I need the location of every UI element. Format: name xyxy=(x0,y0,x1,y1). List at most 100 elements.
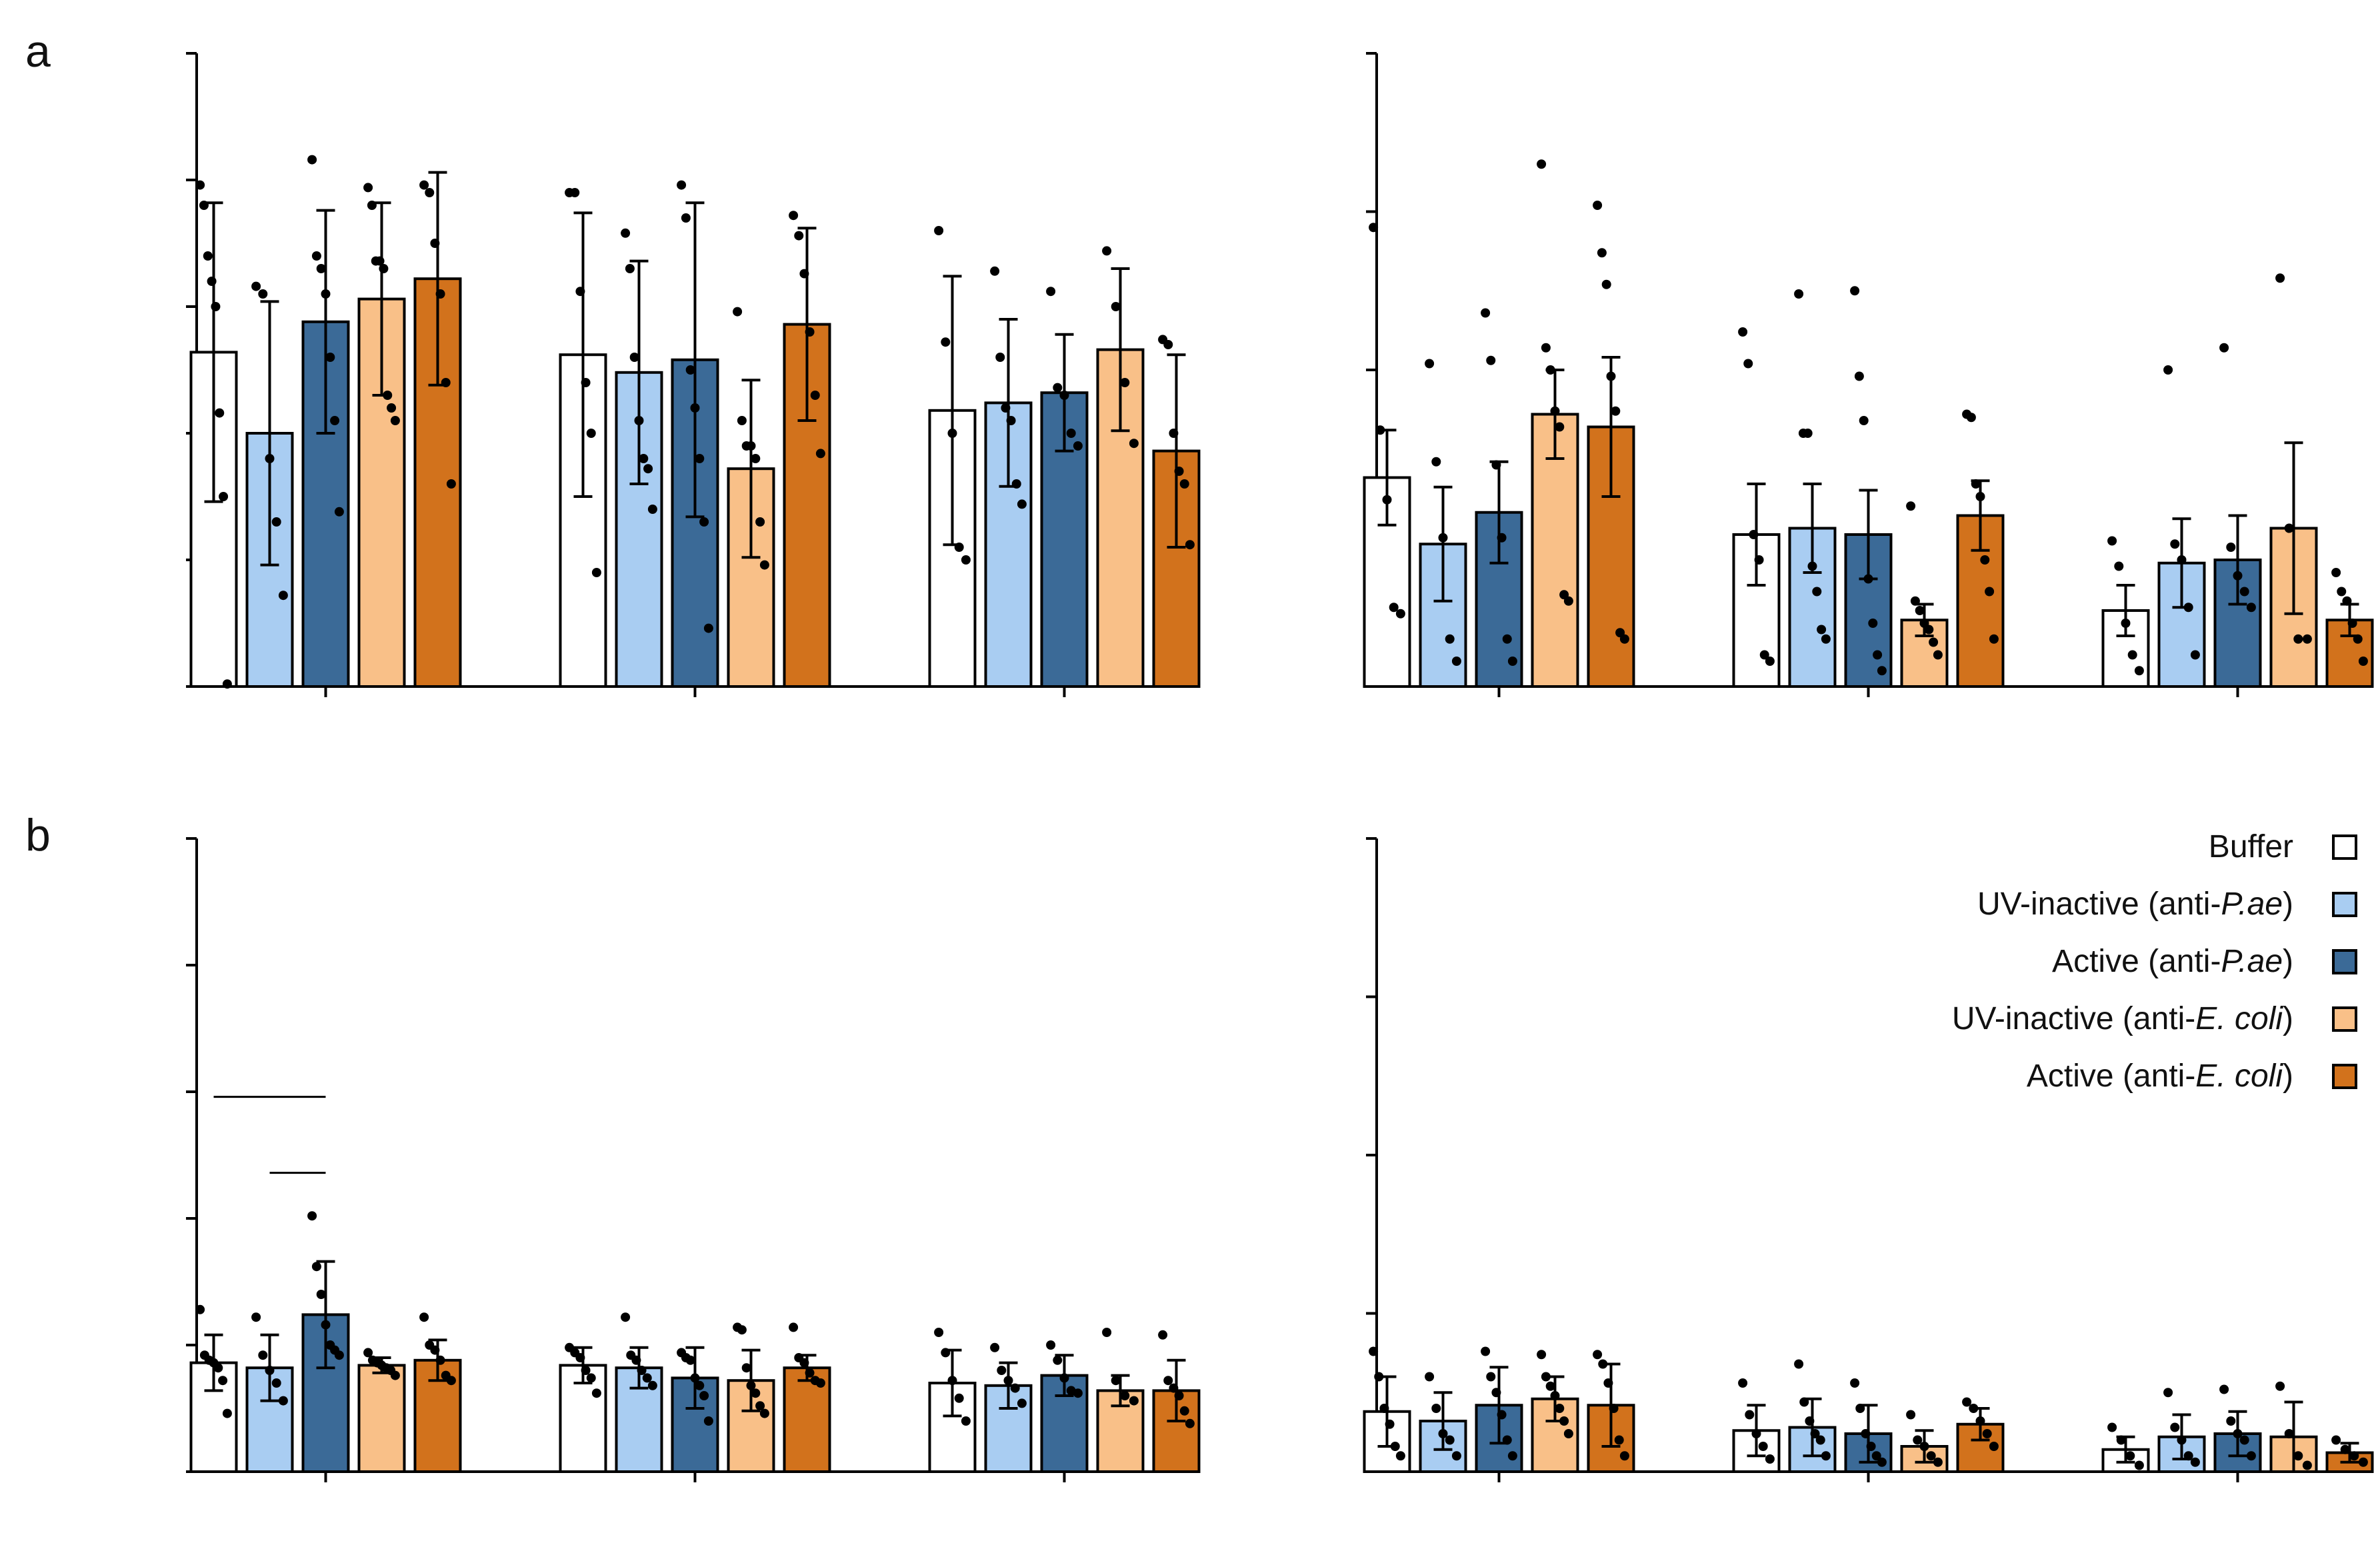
data-point xyxy=(1425,1372,1435,1382)
data-point xyxy=(631,1355,641,1365)
data-point xyxy=(2349,1451,2359,1461)
data-point xyxy=(759,560,769,570)
data-point xyxy=(307,155,317,165)
chart-pmns-cells xyxy=(1363,52,2374,697)
data-point xyxy=(1017,1398,1027,1408)
data-point xyxy=(1491,1388,1501,1398)
data-point xyxy=(1169,429,1179,438)
data-point xyxy=(1962,1397,1972,1407)
data-point xyxy=(222,679,232,689)
data-point xyxy=(699,517,709,527)
data-point xyxy=(2331,1435,2341,1445)
data-point xyxy=(934,1328,944,1337)
data-point xyxy=(1185,1418,1195,1428)
data-point xyxy=(1486,355,1496,365)
data-point xyxy=(1982,1429,1992,1438)
data-point xyxy=(2190,650,2200,660)
data-point xyxy=(2219,1384,2229,1394)
data-point xyxy=(1502,634,1512,644)
data-point xyxy=(2177,555,2187,565)
data-point xyxy=(367,201,377,210)
data-point xyxy=(222,1408,232,1418)
data-point xyxy=(265,454,275,463)
data-point xyxy=(1745,1410,1755,1420)
data-point xyxy=(751,1388,761,1398)
data-point xyxy=(1541,1372,1551,1382)
data-point xyxy=(1438,1429,1448,1438)
data-point xyxy=(581,378,591,387)
data-point xyxy=(419,1312,429,1322)
data-point xyxy=(575,1353,585,1362)
data-point xyxy=(1871,1451,1881,1461)
bar-buffer xyxy=(928,409,977,688)
legend-label-text: Buffer xyxy=(2209,829,2293,864)
data-point xyxy=(1850,286,1860,296)
data-point xyxy=(2107,1422,2117,1432)
data-point xyxy=(1497,533,1507,543)
data-point xyxy=(1619,634,1629,644)
data-point xyxy=(2293,1451,2303,1461)
data-point xyxy=(1006,416,1016,425)
legend-label-text: ) xyxy=(2283,944,2293,979)
data-point xyxy=(1451,1451,1461,1461)
data-point xyxy=(1011,479,1021,489)
data-point xyxy=(203,251,213,261)
data-point xyxy=(1010,1383,1020,1393)
data-point xyxy=(961,555,971,565)
data-point xyxy=(1129,439,1139,449)
data-point xyxy=(1754,555,1764,565)
data-point xyxy=(1926,1451,1936,1461)
data-point xyxy=(643,464,653,474)
data-point xyxy=(1598,1359,1608,1369)
data-point xyxy=(446,479,456,489)
data-point xyxy=(934,226,944,235)
legend-swatch-uv-inactive-anti-e-coli xyxy=(2332,1006,2357,1032)
data-point xyxy=(1003,1376,1013,1386)
data-point xyxy=(363,183,373,193)
data-point xyxy=(799,1358,809,1368)
data-point xyxy=(2163,365,2173,375)
legend-swatch-buffer xyxy=(2332,834,2357,860)
panel-letter-a: a xyxy=(25,26,51,77)
data-point xyxy=(419,180,429,190)
data-point xyxy=(947,429,957,438)
data-point xyxy=(1969,1404,1979,1413)
data-point xyxy=(703,623,713,633)
data-point xyxy=(746,441,756,451)
data-point xyxy=(1559,1416,1569,1426)
data-point xyxy=(1749,530,1759,539)
data-point xyxy=(1369,223,1379,233)
data-point xyxy=(271,1378,281,1388)
data-point xyxy=(703,1416,713,1426)
data-point xyxy=(207,277,217,286)
data-point xyxy=(2353,634,2363,644)
data-point xyxy=(2302,1460,2312,1470)
data-point xyxy=(1966,413,1976,423)
data-point xyxy=(2340,1444,2350,1454)
data-point xyxy=(1502,1435,1512,1445)
data-point xyxy=(1382,495,1392,505)
data-point xyxy=(1989,1442,1999,1451)
data-point xyxy=(1059,1373,1069,1383)
data-point xyxy=(1906,1410,1916,1420)
data-point xyxy=(629,353,639,362)
data-point xyxy=(1073,1388,1083,1398)
data-point xyxy=(1120,378,1130,387)
data-point xyxy=(435,1355,445,1365)
data-point xyxy=(639,454,649,463)
data-point xyxy=(2358,657,2368,666)
data-point xyxy=(316,264,326,273)
data-point xyxy=(1395,609,1405,619)
data-point xyxy=(2275,1381,2285,1391)
data-point xyxy=(311,251,321,261)
data-point xyxy=(1001,403,1011,413)
data-point xyxy=(1597,248,1607,258)
data-point xyxy=(321,289,331,299)
data-point xyxy=(941,337,951,347)
data-point xyxy=(1614,1435,1624,1445)
data-point xyxy=(1053,1355,1063,1365)
data-point xyxy=(1431,1404,1441,1413)
data-point xyxy=(1481,308,1491,318)
